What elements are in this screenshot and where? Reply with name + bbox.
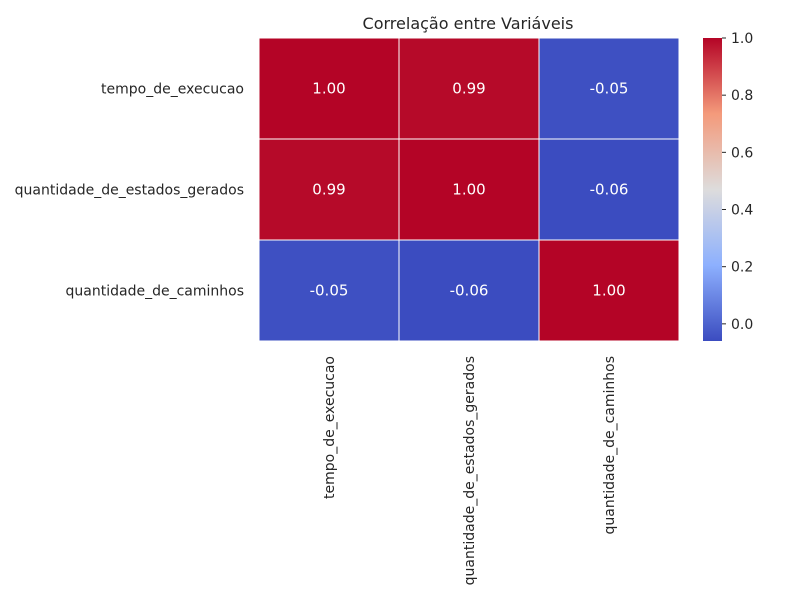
heatmap-cell [398, 239, 540, 342]
colorbar: 0.0 0.2 0.4 0.6 0.8 1.0 [703, 31, 753, 341]
heatmap-cell [258, 37, 400, 140]
column-labels: tempo_de_execucao quantidade_de_estados_g… [322, 356, 618, 585]
cell-value-label: 0.99 [312, 181, 345, 199]
heatmap-cell [538, 37, 680, 140]
heatmap-cell [258, 239, 400, 342]
chart-title: Correlação entre Variáveis [363, 14, 574, 33]
heatmap-cell [538, 239, 680, 342]
colorbar-tick-label: 0.2 [731, 260, 753, 276]
cell-value-label: -0.06 [450, 282, 489, 300]
column-label: tempo_de_execucao [322, 356, 338, 499]
cell-value-label: 1.00 [592, 282, 625, 300]
row-label: quantidade_de_estados_gerados [15, 183, 244, 199]
heatmap-cell [538, 138, 680, 241]
heatmap-cell [258, 138, 400, 241]
cell-value-label: -0.06 [590, 181, 629, 199]
colorbar-tick-label: 0.6 [731, 145, 753, 161]
column-label: quantidade_de_caminhos [602, 356, 618, 534]
colorbar-gradient [703, 38, 722, 341]
cell-value-label: 0.99 [452, 80, 485, 98]
cell-value-label: 1.00 [312, 80, 345, 98]
colorbar-tick-label: 0.0 [731, 317, 753, 333]
cell-value-label: -0.05 [310, 282, 349, 300]
row-label: quantidade_de_caminhos [66, 284, 244, 300]
colorbar-tick-label: 0.4 [731, 203, 753, 219]
cell-value-label: 1.00 [452, 181, 485, 199]
heatmap-cells: 1.00 0.99 -0.05 0.99 1.00 -0.06 -0.05 -0.06 1.00 [258, 37, 680, 342]
colorbar-tick-label: 0.8 [731, 88, 753, 104]
colorbar-tick-label: 1.0 [731, 31, 753, 47]
heatmap-cell [398, 138, 540, 241]
heatmap-cell [398, 37, 540, 140]
row-labels: tempo_de_execucao quantidade_de_estados_g… [15, 82, 244, 300]
row-label: tempo_de_execucao [101, 82, 244, 98]
column-label: quantidade_de_estados_gerados [462, 356, 478, 585]
cell-value-label: -0.05 [590, 80, 629, 98]
